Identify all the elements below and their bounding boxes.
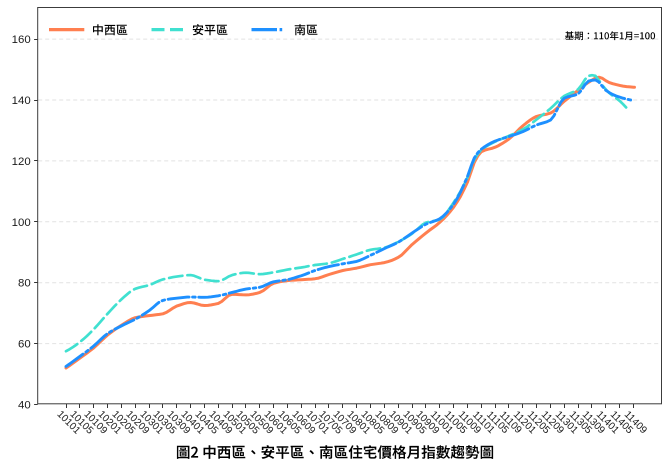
svg-text:160: 160	[12, 34, 31, 46]
svg-text:140: 140	[12, 95, 31, 107]
svg-text:120: 120	[12, 156, 31, 168]
svg-text:40: 40	[18, 400, 31, 412]
svg-text:60: 60	[18, 339, 31, 351]
svg-text:100: 100	[12, 217, 31, 229]
svg-text:80: 80	[18, 278, 31, 290]
